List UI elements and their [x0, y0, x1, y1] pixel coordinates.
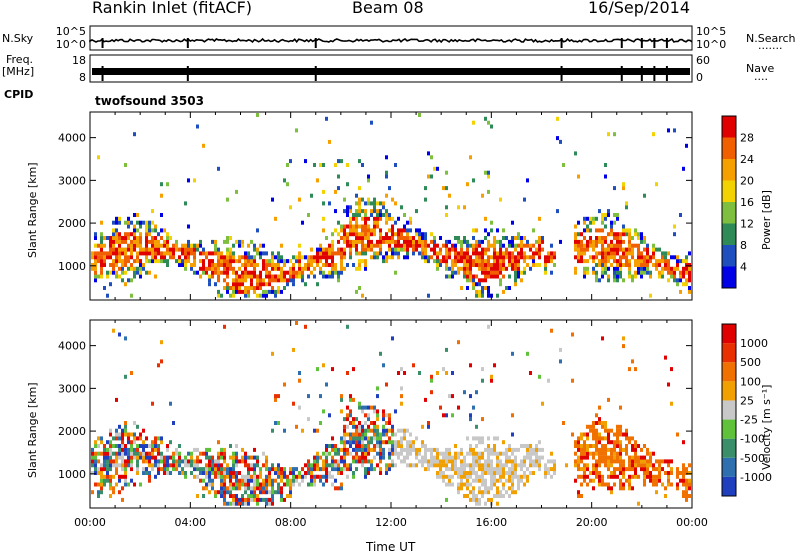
- velocity-colorbar-tick-5: -100: [740, 433, 765, 446]
- power-ytick-label-0: 1000: [58, 260, 86, 273]
- freq-left-tick-hi: 18: [72, 54, 86, 67]
- velocity-ytick-label-1: 2000: [58, 425, 86, 438]
- velocity-colorbar-seg-3: [722, 419, 736, 439]
- power-colorbar-tick-2: 12: [740, 218, 754, 231]
- xtick-label-0: 00:00: [74, 516, 106, 529]
- velocity-colorbar-tick-4: -25: [740, 414, 758, 427]
- noise-right-tick-hi: 10^5: [696, 25, 726, 38]
- velocity-colorbar-tick-1: 500: [740, 356, 761, 369]
- power-colorbar-tick-6: 28: [740, 132, 754, 145]
- velocity-colorbar-seg-8: [722, 324, 736, 344]
- freq-right-tick-lo: 0: [696, 71, 703, 84]
- velocity-colorbar-tick-2: 100: [740, 375, 761, 388]
- xtick-label-5: 20:00: [576, 516, 608, 529]
- nsearch-dots: ·······: [758, 42, 783, 55]
- noise-panel: [89, 25, 693, 51]
- velocity-heatmap: [91, 321, 691, 506]
- freq-band: [92, 68, 690, 75]
- noise-left-tick-lo: 10^0: [56, 38, 86, 51]
- nave-label: Nave: [746, 62, 775, 75]
- velocity-colorbar-tick-6: -500: [740, 452, 765, 465]
- xtick-label-3: 12:00: [375, 516, 407, 529]
- xaxis-label: Time UT: [366, 540, 416, 554]
- power-colorbar-seg-2: [722, 223, 736, 245]
- xtick-label-6: 00:00: [676, 516, 708, 529]
- velocity-ytick-label-0: 1000: [58, 468, 86, 481]
- power-colorbar-seg-0: [722, 266, 736, 288]
- cpid-value: twofsound 3503: [95, 94, 204, 108]
- nsky-label: N.Sky: [2, 32, 34, 45]
- velocity-colorbar-frame: [721, 323, 737, 497]
- velocity-colorbar-seg-0: [722, 476, 736, 496]
- velocity-colorbar-seg-6: [722, 362, 736, 382]
- xtick-label-2: 08:00: [275, 516, 307, 529]
- power-colorbar-tick-4: 20: [740, 175, 754, 188]
- velocity-ytick-label-3: 4000: [58, 340, 86, 353]
- power-colorbar-tick-0: 4: [740, 261, 747, 274]
- xtick-label-1: 04:00: [174, 516, 206, 529]
- power-colorbar-tick-3: 16: [740, 196, 754, 209]
- velocity-colorbar-seg-1: [722, 457, 736, 477]
- velocity-colorbar-seg-2: [722, 438, 736, 458]
- velocity-colorbar-seg-7: [722, 343, 736, 363]
- power-colorbar-frame: [721, 115, 737, 289]
- velocity-colorbar-seg-5: [722, 381, 736, 401]
- cpid-label: CPID: [4, 88, 34, 101]
- date-title: 16/Sep/2014: [588, 0, 691, 17]
- power-colorbar-seg-4: [722, 180, 736, 202]
- noise-left-tick-hi: 10^5: [56, 25, 86, 38]
- power-colorbar-tick-1: 8: [740, 239, 747, 252]
- freq-panel: [89, 54, 693, 83]
- beam-title: Beam 08: [352, 0, 424, 17]
- power-heatmap: [91, 113, 691, 298]
- power-colorbar-seg-1: [722, 245, 736, 267]
- noise-right-tick-lo: 10^0: [696, 38, 726, 51]
- power-colorbar-seg-6: [722, 137, 736, 159]
- power-colorbar-tick-5: 24: [740, 153, 754, 166]
- freq-label: Freq.: [6, 53, 34, 66]
- power-colorbar-seg-3: [722, 202, 736, 224]
- velocity-ytick-label-2: 3000: [58, 382, 86, 395]
- nsearch-label: N.Search: [746, 32, 796, 45]
- power-ytick-label-3: 4000: [58, 132, 86, 145]
- noise-sky-line: [89, 37, 693, 44]
- station-title: Rankin Inlet (fitACF): [92, 0, 253, 17]
- freq-unit-label: [MHz]: [2, 65, 35, 78]
- freq-right-tick-hi: 60: [696, 54, 710, 67]
- xtick-label-4: 16:00: [475, 516, 507, 529]
- power-colorbar-seg-5: [722, 159, 736, 181]
- nave-dots: ····: [754, 73, 768, 86]
- velocity-colorbar-tick-0: 1000: [740, 337, 768, 350]
- power-ytick-label-2: 3000: [58, 174, 86, 187]
- velocity-colorbar-tick-3: 25: [740, 394, 754, 407]
- velocity-colorbar-tick-7: -1000: [740, 471, 772, 484]
- power-ytick-label-1: 2000: [58, 217, 86, 230]
- power-colorbar-seg-7: [722, 116, 736, 138]
- freq-left-tick-lo: 8: [79, 71, 86, 84]
- velocity-colorbar-seg-4: [722, 400, 736, 420]
